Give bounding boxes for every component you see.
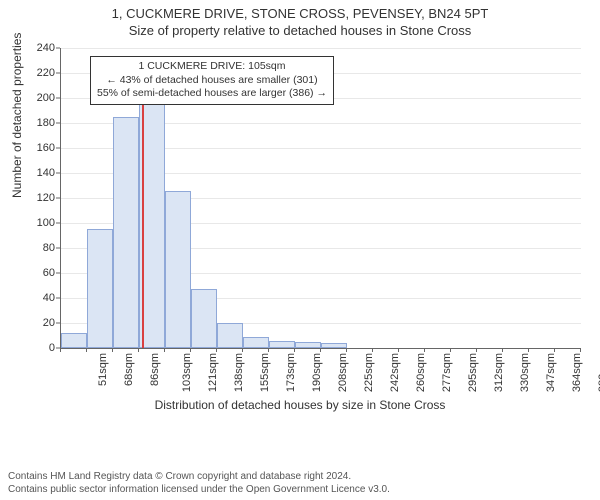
x-tick-label: 86sqm <box>149 353 161 386</box>
y-tick-mark <box>56 148 60 149</box>
y-tick-mark <box>56 173 60 174</box>
y-tick-label: 120 <box>15 192 55 204</box>
histogram-bar <box>165 191 191 349</box>
annotation-box: 1 CUCKMERE DRIVE: 105sqm← 43% of detache… <box>90 56 334 105</box>
x-tick-label: 138sqm <box>233 353 245 392</box>
histogram-bar <box>295 342 321 348</box>
annotation-line: 1 CUCKMERE DRIVE: 105sqm <box>97 60 327 74</box>
x-tick-mark <box>164 348 165 352</box>
y-tick-label: 100 <box>15 217 55 229</box>
footer-line-2: Contains public sector information licen… <box>8 483 390 496</box>
histogram-bar <box>191 289 217 348</box>
y-tick-label: 160 <box>15 142 55 154</box>
x-tick-label: 295sqm <box>467 353 479 392</box>
x-tick-label: 312sqm <box>493 353 505 392</box>
y-tick-label: 220 <box>15 67 55 79</box>
x-tick-mark <box>60 348 61 352</box>
x-tick-mark <box>112 348 113 352</box>
x-tick-mark <box>476 348 477 352</box>
footer-attribution: Contains HM Land Registry data © Crown c… <box>8 470 390 496</box>
histogram-bar <box>269 341 295 349</box>
x-tick-label: 155sqm <box>259 353 271 392</box>
histogram-bar <box>87 229 113 348</box>
x-tick-mark <box>554 348 555 352</box>
x-tick-mark <box>528 348 529 352</box>
y-tick-mark <box>56 323 60 324</box>
x-tick-mark <box>372 348 373 352</box>
y-tick-label: 80 <box>15 242 55 254</box>
x-tick-label: 364sqm <box>571 353 583 392</box>
y-tick-label: 180 <box>15 117 55 129</box>
y-tick-label: 20 <box>15 317 55 329</box>
x-tick-mark <box>346 348 347 352</box>
y-tick-mark <box>56 273 60 274</box>
x-tick-label: 190sqm <box>311 353 323 392</box>
y-tick-mark <box>56 298 60 299</box>
x-tick-mark <box>502 348 503 352</box>
x-tick-mark <box>268 348 269 352</box>
x-tick-label: 68sqm <box>123 353 135 386</box>
x-tick-label: 208sqm <box>337 353 349 392</box>
x-tick-label: 173sqm <box>285 353 297 392</box>
histogram-bar <box>217 323 243 348</box>
x-tick-label: 277sqm <box>441 353 453 392</box>
y-tick-label: 0 <box>15 342 55 354</box>
x-tick-mark <box>216 348 217 352</box>
x-tick-mark <box>86 348 87 352</box>
annotation-line: 55% of semi-detached houses are larger (… <box>97 87 327 101</box>
x-tick-label: 225sqm <box>363 353 375 392</box>
x-tick-label: 347sqm <box>545 353 557 392</box>
x-tick-mark <box>398 348 399 352</box>
y-tick-mark <box>56 198 60 199</box>
y-tick-label: 60 <box>15 267 55 279</box>
x-tick-label: 242sqm <box>389 353 401 392</box>
y-tick-mark <box>56 73 60 74</box>
chart-title-block: 1, CUCKMERE DRIVE, STONE CROSS, PEVENSEY… <box>0 0 600 38</box>
x-tick-label: 121sqm <box>207 353 219 392</box>
y-tick-label: 140 <box>15 167 55 179</box>
x-axis-label: Distribution of detached houses by size … <box>0 398 600 412</box>
x-tick-mark <box>320 348 321 352</box>
y-tick-mark <box>56 123 60 124</box>
x-tick-mark <box>580 348 581 352</box>
gridline <box>61 48 581 49</box>
x-tick-label: 51sqm <box>97 353 109 386</box>
histogram-bar <box>61 333 87 348</box>
property-marker-line <box>142 98 144 348</box>
x-tick-mark <box>424 348 425 352</box>
x-tick-mark <box>138 348 139 352</box>
histogram-bar <box>243 337 269 348</box>
x-tick-mark <box>294 348 295 352</box>
y-tick-label: 200 <box>15 92 55 104</box>
y-tick-mark <box>56 223 60 224</box>
histogram-bar <box>113 117 139 348</box>
histogram-bar <box>321 343 347 348</box>
x-tick-mark <box>242 348 243 352</box>
chart-area: Number of detached properties Distributi… <box>0 38 600 408</box>
x-tick-label: 103sqm <box>181 353 193 392</box>
footer-line-1: Contains HM Land Registry data © Crown c… <box>8 470 390 483</box>
annotation-line: ← 43% of detached houses are smaller (30… <box>97 74 327 88</box>
y-tick-label: 240 <box>15 42 55 54</box>
y-tick-mark <box>56 98 60 99</box>
title-line-1: 1, CUCKMERE DRIVE, STONE CROSS, PEVENSEY… <box>0 6 600 21</box>
y-tick-label: 40 <box>15 292 55 304</box>
x-tick-label: 330sqm <box>519 353 531 392</box>
x-tick-mark <box>190 348 191 352</box>
x-tick-label: 260sqm <box>415 353 427 392</box>
y-tick-mark <box>56 48 60 49</box>
y-tick-mark <box>56 248 60 249</box>
title-line-2: Size of property relative to detached ho… <box>0 23 600 38</box>
x-tick-mark <box>450 348 451 352</box>
